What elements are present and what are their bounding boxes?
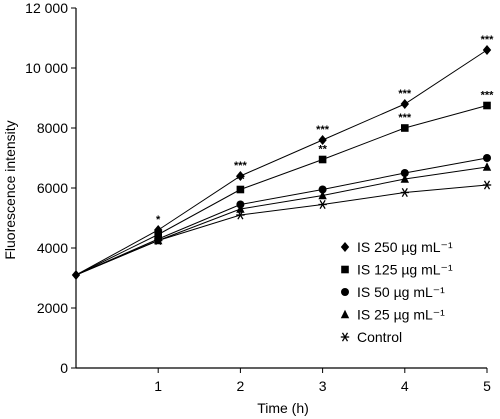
data-point	[400, 187, 409, 198]
x-tick-label: 4	[401, 378, 409, 394]
asterisk-stroke	[341, 332, 349, 342]
y-tick-label: 10 000	[25, 60, 68, 76]
data-point	[400, 99, 409, 109]
data-point	[482, 162, 492, 171]
series-line	[75, 157, 488, 276]
series-circle	[75, 154, 491, 276]
asterisk-stroke	[319, 199, 326, 210]
asterisk-stroke	[483, 180, 491, 190]
legend-marker	[341, 288, 349, 296]
significance-label: ***	[398, 88, 412, 100]
legend-marker	[340, 242, 350, 252]
series-line	[75, 49, 488, 276]
y-tick-label: 12 000	[25, 0, 68, 16]
significance-label: ***	[398, 112, 412, 124]
significance-label: ***	[234, 160, 248, 172]
legend-label: IS 125 µg mL⁻¹	[357, 262, 453, 278]
y-tick-label: 4000	[37, 240, 68, 256]
significance-label: ***	[481, 90, 495, 102]
data-point	[236, 185, 245, 194]
data-point	[483, 154, 491, 162]
y-tick-label: 6000	[37, 180, 68, 196]
data-point	[318, 199, 327, 210]
y-tick-label: 2000	[37, 300, 68, 316]
series-line	[75, 105, 488, 276]
data-point	[236, 171, 245, 181]
legend-label: Control	[357, 329, 402, 345]
series-square	[75, 101, 491, 276]
data-point	[236, 210, 245, 220]
series-layer	[71, 45, 492, 280]
data-point	[482, 45, 492, 55]
legend-item: IS 25 µg mL⁻¹	[340, 307, 445, 323]
data-point	[318, 190, 327, 200]
legend-item: IS 250 µg mL⁻¹	[340, 239, 453, 255]
x-axis-ticks: 1 2 3 4 5	[154, 368, 491, 394]
x-tick-label: 2	[237, 378, 245, 394]
y-tick-label: 0	[60, 360, 68, 376]
legend-item: IS 125 µg mL⁻¹	[341, 262, 453, 278]
data-point	[154, 235, 163, 246]
data-point	[318, 135, 327, 145]
x-tick-label: 1	[154, 378, 162, 394]
significance-label: ***	[481, 34, 495, 46]
series-line	[75, 166, 488, 276]
data-point	[318, 155, 327, 164]
legend-item: IS 50 µg mL⁻¹	[341, 284, 445, 300]
y-axis-title: Fluorescence intensity	[2, 120, 18, 259]
legend-label: IS 25 µg mL⁻¹	[357, 307, 445, 323]
y-tick-label: 8000	[37, 120, 68, 136]
data-point	[318, 185, 327, 194]
data-point	[483, 101, 491, 110]
data-point	[401, 124, 409, 132]
legend-label: IS 250 µg mL⁻¹	[357, 239, 453, 255]
x-axis-title: Time (h)	[257, 400, 309, 416]
legend: IS 250 µg mL⁻¹ IS 125 µg mL⁻¹ IS 50 µg mL⁻…	[340, 239, 453, 345]
legend-label: IS 50 µg mL⁻¹	[357, 284, 445, 300]
asterisk-stroke	[155, 235, 162, 246]
data-point	[154, 230, 162, 239]
data-point	[400, 174, 409, 183]
significance-label: **	[236, 174, 245, 186]
data-point	[400, 169, 409, 177]
asterisk-stroke	[401, 187, 408, 198]
significance-label: **	[318, 144, 327, 156]
data-point	[482, 180, 492, 190]
legend-item: Control	[340, 329, 402, 345]
significance-annotations: ***********************	[156, 34, 494, 226]
x-tick-label: 5	[483, 378, 491, 394]
legend-marker	[341, 265, 349, 274]
y-axis-ticks: 0 2000 4000 6000 8000 10 000 12 000	[25, 0, 76, 376]
significance-label: *	[156, 214, 161, 226]
significance-label: ***	[316, 124, 330, 136]
series-line	[75, 184, 488, 276]
asterisk-stroke	[237, 210, 244, 220]
legend-marker	[340, 309, 350, 319]
series-asterisk	[75, 180, 492, 276]
series-triangle	[75, 162, 492, 276]
x-tick-label: 3	[319, 378, 327, 394]
legend-marker	[340, 332, 350, 342]
